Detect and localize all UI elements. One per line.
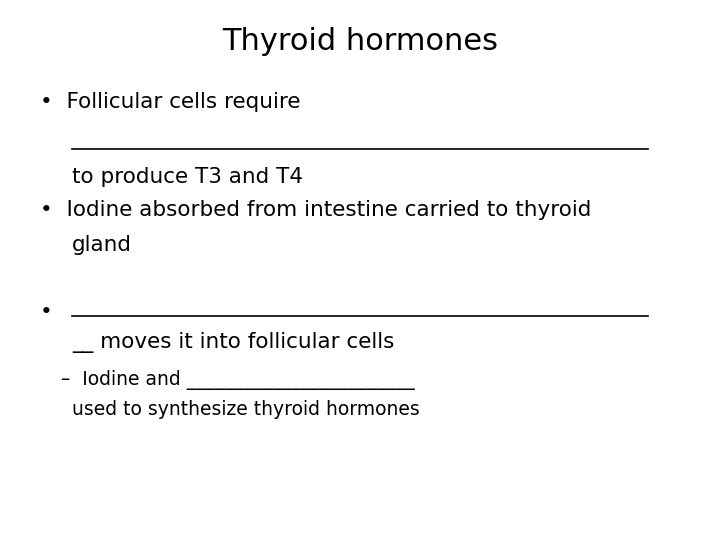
Text: •: • xyxy=(40,302,53,322)
Text: Thyroid hormones: Thyroid hormones xyxy=(222,27,498,56)
Text: to produce T3 and T4: to produce T3 and T4 xyxy=(72,167,303,187)
Text: used to synthesize thyroid hormones: used to synthesize thyroid hormones xyxy=(72,400,420,419)
Text: •  Follicular cells require: • Follicular cells require xyxy=(40,92,300,112)
Text: •  Iodine absorbed from intestine carried to thyroid: • Iodine absorbed from intestine carried… xyxy=(40,200,591,220)
Text: gland: gland xyxy=(72,235,132,255)
Text: –  Iodine and ________________________: – Iodine and ________________________ xyxy=(61,370,415,390)
Text: __ moves it into follicular cells: __ moves it into follicular cells xyxy=(72,332,395,353)
